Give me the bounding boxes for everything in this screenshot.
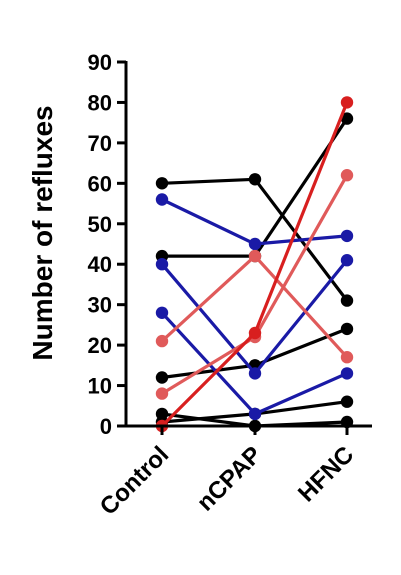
- x-category-label-1: nCPAP: [192, 441, 267, 516]
- y-axis-title: Number of refluxes: [27, 105, 58, 360]
- series-0-point-2: [340, 294, 354, 307]
- y-tick-label-40: 40: [88, 252, 112, 277]
- series-8: [155, 249, 354, 364]
- series-2-point-0: [155, 371, 169, 384]
- series-5-point-2: [340, 229, 354, 243]
- series-0: [155, 173, 354, 307]
- series-2-point-2: [340, 322, 354, 336]
- series-9-point-2: [340, 169, 354, 182]
- series-9-point-0: [155, 387, 169, 400]
- y-tick-label-70: 70: [88, 131, 112, 156]
- x-category-label-2: HFNC: [293, 441, 359, 507]
- y-tick-label-60: 60: [88, 171, 112, 196]
- x-category-label-0: Control: [95, 441, 174, 520]
- series-6-point-0: [155, 258, 169, 271]
- series-6-point-2: [340, 254, 354, 267]
- series-6: [155, 254, 354, 380]
- series-0-point-0: [155, 177, 169, 190]
- series-8-point-1: [248, 249, 262, 263]
- series-layer: [155, 96, 354, 433]
- y-tick-label-0: 0: [100, 414, 112, 439]
- series-1-point-2: [340, 112, 354, 125]
- series-10-point-2: [340, 96, 354, 109]
- series-7-point-0: [155, 306, 169, 319]
- series-1-line: [160, 116, 349, 258]
- y-tick-label-80: 80: [88, 90, 112, 115]
- y-tick-label-30: 30: [88, 293, 112, 318]
- series-5: [155, 193, 354, 251]
- y-tick-label-90: 90: [88, 50, 112, 75]
- axes-layer: 0 10 20 30 40 50 60 70 80 90 Control nCPAP HFNC: [88, 50, 372, 521]
- series-7-point-2: [340, 367, 354, 380]
- series-6-point-1: [248, 367, 262, 380]
- series-10-point-1: [248, 326, 262, 340]
- series-7-point-1: [248, 407, 262, 421]
- series-0-point-1: [248, 173, 262, 186]
- series-10: [155, 96, 354, 433]
- series-5-point-1: [248, 237, 262, 251]
- y-tick-label-50: 50: [88, 212, 112, 237]
- series-7: [155, 306, 354, 421]
- y-tick-label-10: 10: [88, 374, 112, 399]
- series-8-point-2: [340, 351, 354, 364]
- series-4-point-2: [340, 395, 354, 408]
- series-5-point-0: [155, 193, 169, 206]
- y-tick-label-20: 20: [88, 333, 112, 358]
- series-8-point-0: [155, 334, 169, 348]
